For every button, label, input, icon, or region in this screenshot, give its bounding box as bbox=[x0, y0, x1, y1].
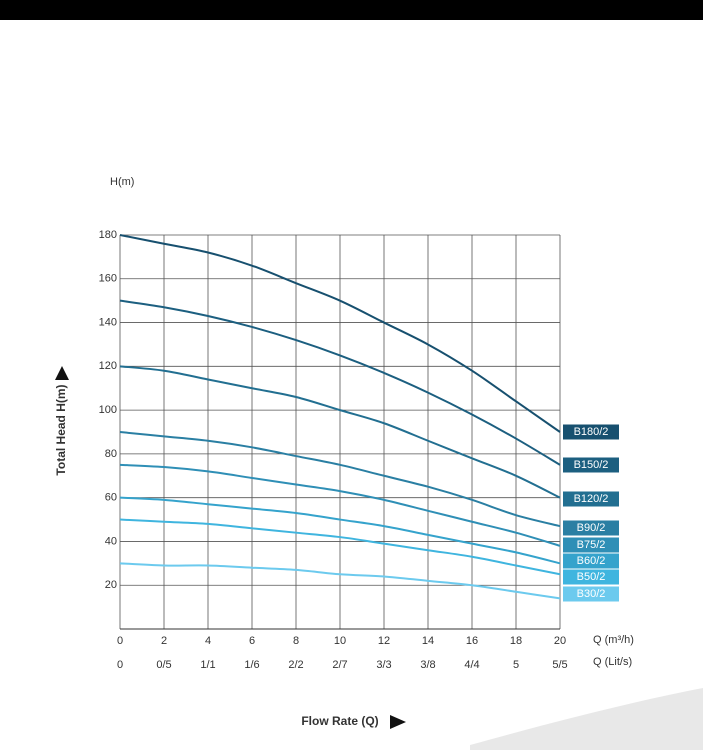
series-line bbox=[119, 234, 561, 433]
x2-tick-label: 2/2 bbox=[288, 659, 303, 671]
legend-box bbox=[563, 537, 619, 553]
series-line bbox=[119, 562, 561, 600]
y-tick-label: 100 bbox=[99, 404, 117, 416]
legend-box bbox=[563, 553, 619, 569]
series-line bbox=[119, 299, 561, 466]
x-arrow bbox=[390, 715, 406, 729]
y-tick-label: 20 bbox=[105, 579, 117, 591]
x2-unit-label: Q (Lit/s) bbox=[593, 656, 632, 668]
x-unit-label: Q (m³/h) bbox=[593, 634, 634, 646]
legend-label: B150/2 bbox=[574, 459, 609, 471]
x2-tick-label: 3/8 bbox=[420, 659, 435, 671]
legend-label: B180/2 bbox=[574, 426, 609, 438]
x-tick-label: 8 bbox=[293, 635, 299, 647]
legend-box bbox=[563, 424, 619, 440]
x2-tick-label: 0 bbox=[117, 659, 123, 671]
series-line bbox=[119, 431, 561, 528]
y-tick-label: 120 bbox=[99, 360, 117, 372]
y-tick-label: 40 bbox=[105, 535, 117, 547]
x2-tick-label: 0/5 bbox=[156, 659, 171, 671]
y-tick-label: 80 bbox=[105, 448, 117, 460]
y-arrow bbox=[55, 366, 69, 380]
series-line bbox=[119, 496, 561, 565]
decor-swoosh bbox=[470, 688, 703, 750]
legend-label: B60/2 bbox=[577, 555, 606, 567]
legend-label: B120/2 bbox=[574, 493, 609, 505]
x2-tick-label: 4/4 bbox=[464, 659, 479, 671]
y-tick-label: 180 bbox=[99, 229, 117, 241]
x2-tick-label: 5/5 bbox=[552, 659, 567, 671]
legend-box bbox=[563, 491, 619, 507]
series-line bbox=[119, 518, 561, 576]
x2-tick-label: 1/6 bbox=[244, 659, 259, 671]
legend-box bbox=[563, 520, 619, 536]
x-tick-label: 16 bbox=[466, 635, 478, 647]
legend-label: B50/2 bbox=[577, 571, 606, 583]
x-tick-label: 4 bbox=[205, 635, 211, 647]
legend-label: B75/2 bbox=[577, 539, 606, 551]
series-line bbox=[119, 365, 561, 499]
y-tick-label: 140 bbox=[99, 316, 117, 328]
x2-tick-label: 3/3 bbox=[376, 659, 391, 671]
x-tick-label: 10 bbox=[334, 635, 346, 647]
x2-tick-label: 1/1 bbox=[200, 659, 215, 671]
x-tick-label: 0 bbox=[117, 635, 123, 647]
series-line bbox=[119, 463, 561, 547]
y-axis-label: Total Head H(m) bbox=[54, 384, 68, 475]
legend-box bbox=[563, 586, 619, 602]
x-tick-label: 12 bbox=[378, 635, 390, 647]
x-tick-label: 6 bbox=[249, 635, 255, 647]
x-axis-label: Flow Rate (Q) bbox=[301, 714, 378, 728]
y-unit-label: H(m) bbox=[110, 176, 134, 188]
top-bar bbox=[0, 0, 703, 20]
x2-tick-label: 2/7 bbox=[332, 659, 347, 671]
legend-box bbox=[563, 569, 619, 585]
x-tick-label: 14 bbox=[422, 635, 434, 647]
x2-tick-label: 5 bbox=[513, 659, 519, 671]
x-tick-label: 20 bbox=[554, 635, 566, 647]
legend-label: B30/2 bbox=[577, 588, 606, 600]
legend-label: B90/2 bbox=[577, 522, 606, 534]
y-tick-label: 160 bbox=[99, 273, 117, 285]
legend-box bbox=[563, 457, 619, 473]
y-tick-label: 60 bbox=[105, 492, 117, 504]
x-tick-label: 18 bbox=[510, 635, 522, 647]
x-tick-label: 2 bbox=[161, 635, 167, 647]
